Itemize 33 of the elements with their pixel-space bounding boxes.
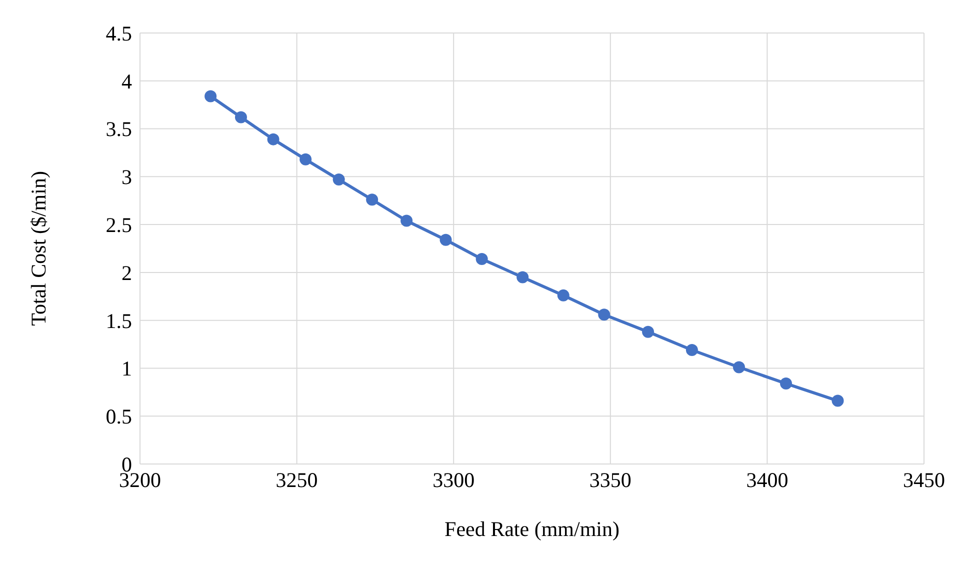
point — [780, 378, 792, 390]
point — [516, 271, 529, 284]
point — [598, 308, 610, 321]
x-tick-label: 3450 — [903, 468, 945, 492]
point — [642, 326, 654, 338]
point — [832, 394, 844, 407]
point — [476, 253, 488, 266]
point — [204, 90, 217, 102]
y-tick-label: 2.5 — [106, 213, 132, 238]
point — [300, 153, 312, 166]
x-tick-label: 3300 — [432, 468, 475, 492]
y-tick-label: 4 — [122, 69, 132, 94]
x-tick-label: 3350 — [589, 468, 632, 492]
y-tick-label: 0.5 — [106, 404, 132, 429]
y-axis-title: Total Cost ($/min) — [26, 171, 50, 326]
x-tick-label: 3400 — [746, 468, 788, 492]
point — [686, 344, 698, 356]
x-tick-label: 3250 — [276, 468, 318, 492]
y-tick-label: 3.5 — [106, 117, 132, 142]
y-tick-label: 1.5 — [106, 308, 132, 333]
point — [267, 133, 280, 146]
x-axis-title: Feed Rate (mm/min) — [444, 517, 620, 541]
point — [440, 234, 452, 246]
y-tick-label: 4.5 — [106, 21, 132, 46]
y-tick-label: 1 — [122, 356, 132, 381]
y-tick-label: 3 — [122, 165, 132, 190]
y-tick-label: 2 — [122, 260, 132, 285]
point — [366, 194, 378, 206]
point — [332, 174, 345, 186]
point — [234, 111, 247, 124]
point — [732, 361, 745, 374]
point — [557, 289, 570, 302]
point — [400, 214, 413, 227]
